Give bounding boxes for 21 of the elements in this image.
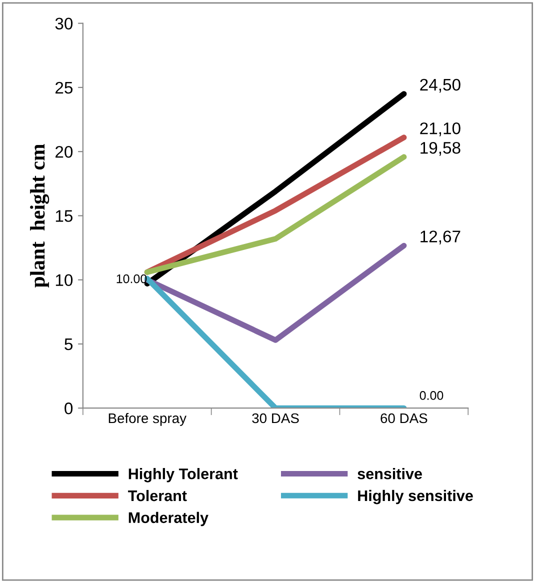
data-label: 12,67 [420,230,460,244]
y-tick-label: 15 [56,210,73,222]
legend-label: Moderately [128,512,208,526]
data-label: 21,10 [420,122,460,136]
y-tick-label: 20 [56,146,73,158]
y-tick-label: 30 [55,18,73,30]
data-label: 19,58 [420,142,460,156]
legend-label: Tolerant [128,490,187,502]
y-tick-label: 10 [56,274,73,286]
y-tick-label: 0 [64,402,73,414]
legend-label: sensitive [358,468,422,480]
legend-label: Highly Tolerant [128,468,238,482]
x-tick-label: 60 DAS [380,413,428,424]
y-tick-label: 5 [64,338,73,350]
x-tick-label: Before spray [108,412,186,426]
data-label: 24,50 [420,78,460,93]
y-tick-label: 25 [56,82,73,94]
legend-label: Highly sensitive [358,490,473,504]
x-tick-label: 30 DAS [252,413,299,424]
y-axis-title: plant height cm [30,144,50,288]
data-label: 0.00 [420,391,444,400]
